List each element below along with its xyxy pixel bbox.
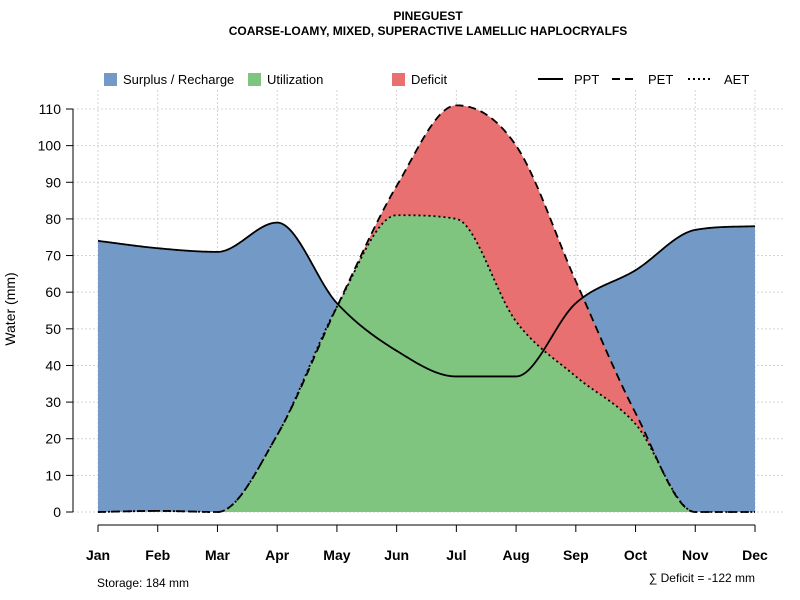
legend-item-utilization: Utilization <box>248 72 323 87</box>
legend-item-surplus-recharge: Surplus / Recharge <box>104 72 234 87</box>
y-tick-label: 70 <box>45 248 61 264</box>
legend-item-aet: AET <box>688 72 749 87</box>
x-tick-label-apr: Apr <box>265 547 290 563</box>
y-tick-label: 40 <box>45 357 61 373</box>
y-tick-label: 10 <box>45 467 61 483</box>
line-ppt <box>97 221 756 378</box>
legend-item-ppt: PPT <box>538 72 599 87</box>
y-tick-label: 100 <box>38 138 62 154</box>
y-tick-label: 60 <box>45 284 61 300</box>
area-fills <box>98 105 755 512</box>
y-tick-label: 0 <box>53 504 61 520</box>
chart-title: PINEGUEST <box>393 9 463 23</box>
legend-label: PPT <box>574 72 599 87</box>
series-lines <box>97 104 756 513</box>
legend-label: Deficit <box>411 72 448 87</box>
chart-subtitle: COARSE-LOAMY, MIXED, SUPERACTIVE LAMELLI… <box>229 24 627 38</box>
x-tick-label-dec: Dec <box>742 547 768 563</box>
legend-label: Surplus / Recharge <box>123 72 234 87</box>
y-tick-label: 20 <box>45 431 61 447</box>
storage-note: Storage: 184 mm <box>97 576 189 590</box>
legend-label: Utilization <box>267 72 323 87</box>
x-tick-label-nov: Nov <box>682 547 709 563</box>
x-tick-label-oct: Oct <box>624 547 648 563</box>
y-tick-label: 110 <box>39 101 62 117</box>
legend-label: PET <box>648 72 673 87</box>
line-pet <box>97 104 755 513</box>
x-tick-label-sep: Sep <box>563 547 589 563</box>
x-tick-label-feb: Feb <box>145 547 170 563</box>
x-tick-label-may: May <box>323 547 350 563</box>
x-tick-label-jan: Jan <box>86 547 110 563</box>
legend-swatch <box>248 73 261 86</box>
legend-label: AET <box>724 72 749 87</box>
legend-item-pet: PET <box>612 72 673 87</box>
y-tick-label: 90 <box>45 174 61 190</box>
y-tick-label: 80 <box>45 211 61 227</box>
deficit-note: ∑ Deficit = -122 mm <box>649 571 755 585</box>
axes: 0 10 20 30 40 50 60 70 80 90 100 110 Jan Feb Mar Apr May… <box>38 101 768 563</box>
y-tick-label: 30 <box>45 394 61 410</box>
area-utilization <box>98 215 755 512</box>
legend: Surplus / Recharge Utilization Deficit PPT P… <box>104 72 749 87</box>
y-tick-label: 50 <box>45 321 61 337</box>
y-axis-label: Water (mm) <box>2 272 18 345</box>
legend-swatch <box>104 73 117 86</box>
x-tick-label-jun: Jun <box>384 547 409 563</box>
legend-swatch <box>392 73 405 86</box>
x-tick-label-jul: Jul <box>446 547 466 563</box>
x-tick-label-mar: Mar <box>205 547 230 563</box>
x-tick-label-aug: Aug <box>502 547 529 563</box>
legend-item-deficit: Deficit <box>392 72 448 87</box>
